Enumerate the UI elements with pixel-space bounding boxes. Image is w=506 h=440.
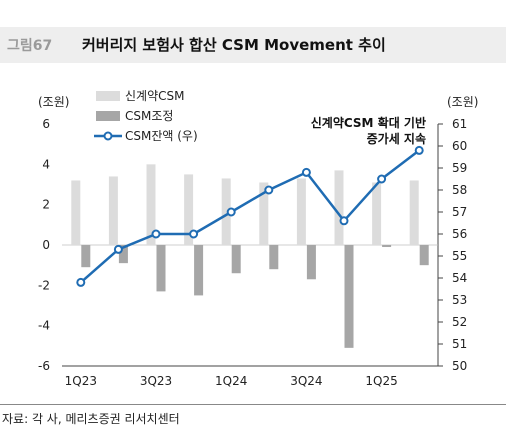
figure-label: 그림67 xyxy=(7,38,53,54)
bar-new-csm xyxy=(409,180,419,245)
legend-label-new-csm: 신계약CSM xyxy=(125,88,184,103)
bar-csm-adjust xyxy=(344,245,354,348)
left-axis: 6 4 2 0 -2 -4 -6 xyxy=(38,117,50,373)
right-tick-label: 52 xyxy=(452,315,467,329)
point-csm-balance xyxy=(76,277,86,287)
legend-label-csm-balance: CSM잔액 (우) xyxy=(125,129,198,143)
bar-csm-adjust xyxy=(194,245,204,296)
bar-new-csm xyxy=(71,180,81,245)
x-tick-label: 3Q23 xyxy=(140,374,172,388)
x-tick-label: 1Q23 xyxy=(65,374,97,388)
source-note: 자료: 각 사, 메리츠증권 리서치센터 xyxy=(2,412,180,426)
legend: 신계약CSM CSM조정 CSM잔액 (우) xyxy=(94,88,198,143)
bar-new-csm xyxy=(146,164,156,245)
point-csm-balance xyxy=(264,185,274,195)
balance-line xyxy=(76,145,424,287)
bar-csm-adjust xyxy=(118,245,128,264)
point-csm-balance xyxy=(226,207,236,217)
left-axis-unit: (조원) xyxy=(38,95,70,109)
point-csm-balance xyxy=(339,216,349,226)
right-tick-label: 58 xyxy=(452,183,467,197)
x-tick-label: 1Q24 xyxy=(215,374,247,388)
point-csm-balance xyxy=(189,229,199,239)
right-axis: 61 60 59 58 57 56 55 54 53 52 51 50 xyxy=(438,117,467,373)
bar-new-csm xyxy=(108,176,118,245)
point-csm-balance xyxy=(113,244,123,254)
left-tick-label: 0 xyxy=(42,238,50,252)
right-tick-label: 57 xyxy=(452,205,467,219)
bar-csm-adjust xyxy=(382,245,392,248)
left-tick-label: 4 xyxy=(42,157,50,171)
bar-new-csm xyxy=(221,178,231,245)
bar-new-csm xyxy=(334,170,344,245)
chart: 6 4 2 0 -2 -4 -6 61 60 59 58 57 56 55 54 53 52 51 50 1Q23… xyxy=(38,88,467,388)
figure-title: 커버리지 보험사 합산 CSM Movement 추이 xyxy=(82,36,386,54)
x-tick-label: 3Q24 xyxy=(290,374,322,388)
bar-new-csm xyxy=(372,182,382,245)
annotation-line-1: 신계약CSM 확대 기반 xyxy=(311,115,426,130)
point-csm-balance xyxy=(377,174,387,184)
bar-csm-adjust xyxy=(419,245,429,266)
bar-csm-adjust xyxy=(81,245,91,268)
bar-csm-adjust xyxy=(306,245,316,280)
right-tick-label: 61 xyxy=(452,117,467,131)
right-tick-label: 51 xyxy=(452,337,467,351)
point-csm-balance xyxy=(151,229,161,239)
legend-marker-csm-balance xyxy=(103,131,113,141)
left-tick-label: -2 xyxy=(38,278,50,292)
line-csm-balance xyxy=(79,149,420,284)
title-bar: 그림67 커버리지 보험사 합산 CSM Movement 추이 xyxy=(0,27,506,63)
left-tick-label: 2 xyxy=(42,198,50,212)
point-csm-balance xyxy=(301,167,311,177)
bar-new-csm xyxy=(259,182,269,245)
bar-csm-adjust xyxy=(231,245,241,274)
point-csm-balance xyxy=(414,145,424,155)
right-tick-label: 50 xyxy=(452,359,467,373)
legend-label-csm-adjust: CSM조정 xyxy=(125,109,173,123)
bar-new-csm xyxy=(296,178,306,245)
x-axis-labels: 1Q23 3Q23 1Q24 3Q24 1Q25 xyxy=(65,374,398,388)
right-axis-unit: (조원) xyxy=(447,95,479,109)
right-tick-label: 54 xyxy=(452,271,467,285)
x-tick-label: 1Q25 xyxy=(365,374,397,388)
bar-new-csm xyxy=(184,174,194,245)
right-tick-label: 53 xyxy=(452,293,467,307)
annotation-line-2: 증가세 지속 xyxy=(367,131,426,146)
source-divider xyxy=(0,404,506,405)
right-tick-label: 56 xyxy=(452,227,467,241)
right-tick-label: 59 xyxy=(452,161,467,175)
bar-csm-adjust xyxy=(269,245,279,270)
left-tick-label: -6 xyxy=(38,359,50,373)
left-tick-label: -4 xyxy=(38,319,50,333)
right-tick-label: 60 xyxy=(452,139,467,153)
bars xyxy=(71,164,429,348)
right-tick-label: 55 xyxy=(452,249,467,263)
bar-csm-adjust xyxy=(156,245,166,292)
left-tick-label: 6 xyxy=(42,117,50,131)
legend-swatch-new-csm xyxy=(96,91,120,101)
legend-swatch-csm-adjust xyxy=(96,111,120,121)
